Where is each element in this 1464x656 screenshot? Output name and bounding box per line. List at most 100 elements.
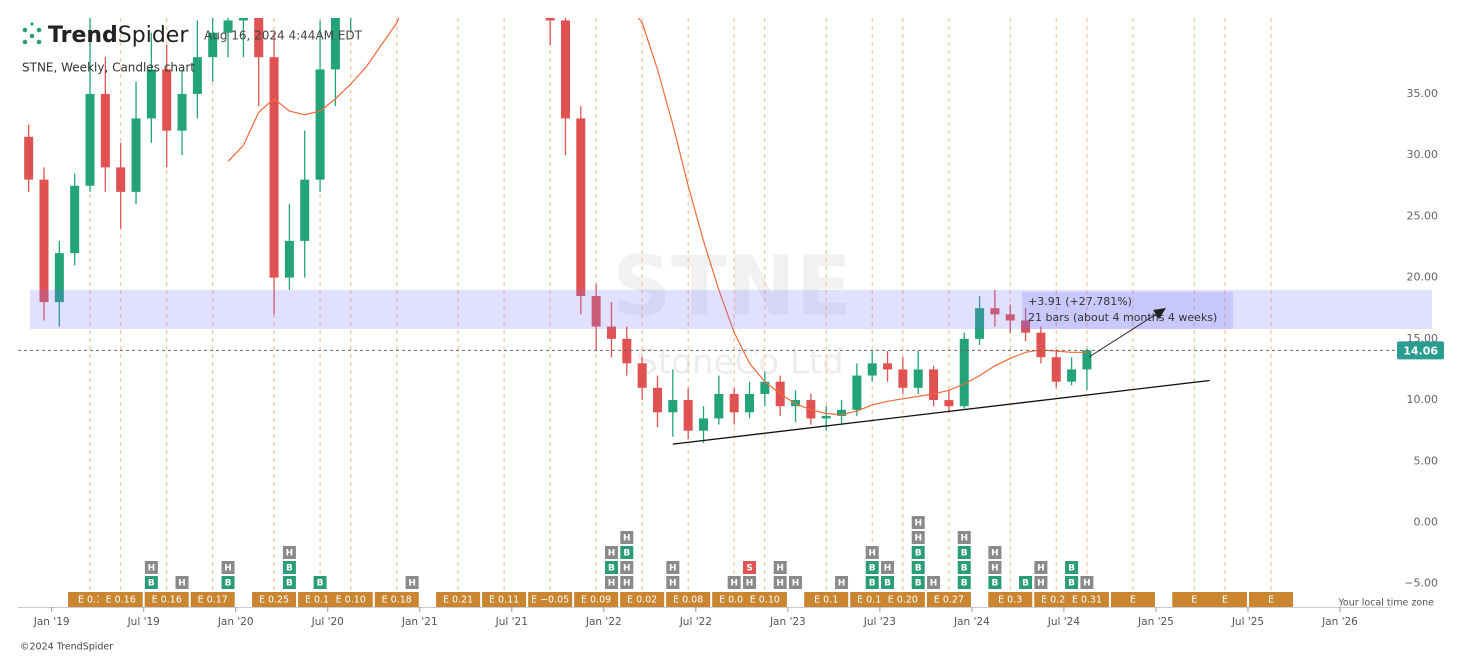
event-marker	[773, 576, 787, 589]
event-marker	[1019, 576, 1033, 589]
candle-body	[1005, 314, 1015, 321]
candle-body	[70, 185, 80, 254]
event-label: H	[224, 564, 232, 574]
event-label: H	[286, 549, 294, 559]
event-marker	[282, 576, 296, 589]
event-marker	[835, 576, 849, 589]
y-tick-label: 35.00	[1407, 87, 1439, 100]
event-marker	[727, 576, 741, 589]
candle-body	[959, 338, 969, 407]
x-tick-label: Jul '21	[495, 616, 528, 628]
candle-body	[116, 167, 126, 192]
candle-body	[192, 57, 202, 94]
x-tick-label: Jan '25	[1137, 616, 1174, 628]
candle-body	[146, 69, 156, 119]
candle-body	[315, 69, 325, 180]
candle-body	[85, 93, 95, 186]
event-label: H	[623, 534, 631, 544]
x-tick-label: Jan '22	[585, 616, 622, 628]
earnings-box	[328, 592, 373, 607]
candle-body	[1082, 350, 1092, 370]
candle-body	[683, 400, 693, 431]
candle-body	[100, 93, 110, 168]
event-label: B	[1068, 564, 1075, 574]
earnings-box	[482, 592, 527, 607]
event-label: B	[1068, 579, 1075, 589]
event-marker	[957, 546, 971, 559]
candle-body	[852, 375, 862, 410]
earnings-label: E 0.08	[673, 595, 703, 606]
earnings-label: E 0.10	[750, 595, 780, 606]
candle-body	[269, 57, 279, 278]
event-marker	[911, 576, 925, 589]
x-tick-label: Jan '20	[217, 616, 254, 628]
candle-body	[714, 393, 724, 419]
candle-body	[545, 18, 555, 21]
x-tick-label: Jul '23	[863, 616, 896, 628]
event-label: H	[776, 564, 784, 574]
candle-body	[760, 381, 770, 394]
event-label: H	[669, 564, 677, 574]
candle-body	[975, 308, 985, 339]
event-marker	[221, 561, 235, 574]
earnings-box	[98, 592, 143, 607]
earnings-label: E −0.05	[531, 595, 569, 606]
last-price-box	[1397, 341, 1444, 360]
x-tick-label: Jan '26	[1321, 616, 1358, 628]
x-tick-label: Jan '21	[401, 616, 438, 628]
y-tick-label: 20.00	[1407, 271, 1439, 284]
event-label: B	[317, 579, 324, 589]
event-marker	[911, 531, 925, 544]
earnings-label: E 0.21	[443, 595, 473, 606]
x-tick-label: Jul '22	[679, 616, 712, 628]
earnings-label: E	[1222, 595, 1228, 606]
earnings-label: E 0.13	[305, 595, 335, 606]
candle-body	[1021, 320, 1031, 333]
event-marker	[175, 576, 189, 589]
candle-body	[1036, 332, 1046, 358]
earnings-box	[1110, 592, 1155, 607]
earnings-box	[374, 592, 419, 607]
event-marker	[865, 561, 879, 574]
earnings-label: E 0.18	[382, 595, 412, 606]
earnings-label: E 0.27	[934, 595, 964, 606]
event-marker	[865, 576, 879, 589]
event-marker	[927, 576, 941, 589]
candle-body	[637, 363, 647, 388]
y-tick-label: 10.00	[1407, 393, 1439, 406]
event-marker	[881, 576, 895, 589]
timezone-note: Your local time zone	[1337, 598, 1434, 609]
earnings-box	[880, 592, 925, 607]
event-label: B	[623, 549, 630, 559]
earnings-label: E 0.1	[78, 595, 102, 606]
earnings-label: E 0.16	[106, 595, 136, 606]
candle-body	[39, 179, 49, 303]
earnings-box	[528, 592, 573, 607]
earnings-label: E 0.1	[814, 595, 838, 606]
candle-body	[54, 253, 64, 303]
earnings-box	[926, 592, 971, 607]
earnings-label: E	[1130, 595, 1136, 606]
overlay: +3.91 (+27.781%) 21 bars (about 4 months …	[18, 87, 1444, 628]
candle-body	[591, 295, 601, 327]
candle-body	[883, 363, 893, 370]
event-label: S	[746, 564, 752, 574]
earnings-box	[1064, 592, 1109, 607]
event-label: B	[961, 549, 968, 559]
logo-text: TrendSpider	[48, 23, 189, 48]
candle-body	[944, 400, 954, 407]
candle-body	[821, 415, 831, 419]
event-label: B	[961, 579, 968, 589]
x-tick-label: Jan '24	[953, 616, 990, 628]
earnings-box	[574, 592, 619, 607]
event-label: H	[1037, 579, 1045, 589]
candle-body	[745, 393, 755, 413]
copyright: ©2024 TrendSpider	[20, 642, 113, 653]
event-marker	[957, 576, 971, 589]
event-marker	[911, 516, 925, 529]
event-marker	[1065, 561, 1079, 574]
event-marker	[743, 576, 757, 589]
event-label: B	[1022, 579, 1029, 589]
event-marker	[1034, 561, 1048, 574]
event-label: H	[623, 579, 631, 589]
